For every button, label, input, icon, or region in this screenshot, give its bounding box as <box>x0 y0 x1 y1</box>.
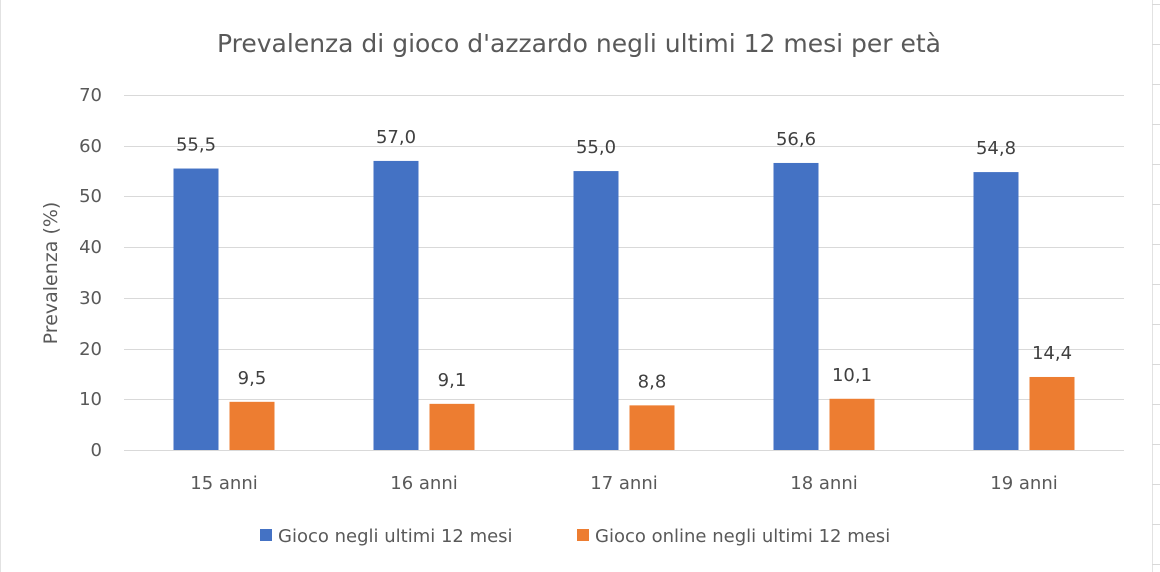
data-label: 9,1 <box>438 370 467 391</box>
gridlines <box>124 95 1124 400</box>
legend-swatch-gioco <box>260 529 272 541</box>
data-label: 55,5 <box>176 135 216 156</box>
y-tick-label: 70 <box>79 85 102 106</box>
data-labels: 55,5 57,0 55,0 56,6 54,8 9,5 9,1 8,8 10,1 14,4 <box>176 127 1072 392</box>
data-label: 14,4 <box>1032 343 1072 364</box>
data-label: 10,1 <box>832 365 872 386</box>
data-label: 55,0 <box>576 137 616 158</box>
data-label: 56,6 <box>776 129 816 150</box>
bar <box>629 405 675 450</box>
bar <box>373 160 419 450</box>
y-tick-label: 30 <box>79 288 102 309</box>
legend: Gioco negli ultimi 12 mesi Gioco online … <box>260 526 890 547</box>
legend-label-gioco-online: Gioco online negli ultimi 12 mesi <box>595 526 890 547</box>
data-label: 9,5 <box>238 368 267 389</box>
y-tick-label: 40 <box>79 237 102 258</box>
x-tick-label: 16 anni <box>390 473 457 494</box>
y-tick-label: 10 <box>79 389 102 410</box>
bar <box>973 172 1019 451</box>
bar <box>573 171 619 451</box>
y-tick-label: 0 <box>91 440 102 461</box>
legend-item-gioco-online: Gioco online negli ultimi 12 mesi <box>577 526 890 547</box>
bar <box>229 401 275 450</box>
y-axis-title: Prevalenza (%) <box>40 202 62 345</box>
bar <box>1029 376 1075 450</box>
bar <box>429 403 475 450</box>
bars <box>173 160 1075 451</box>
y-tick-label: 20 <box>79 339 102 360</box>
x-tick-label: 18 anni <box>790 473 857 494</box>
legend-swatch-gioco-online <box>577 529 589 541</box>
x-tick-label: 15 anni <box>190 473 257 494</box>
x-tick-label: 17 anni <box>590 473 657 494</box>
y-axis-ticks: 0 10 20 30 40 50 60 70 <box>79 85 102 461</box>
bar <box>773 162 819 450</box>
data-label: 57,0 <box>376 127 416 148</box>
legend-label-gioco: Gioco negli ultimi 12 mesi <box>278 526 513 547</box>
y-tick-label: 50 <box>79 186 102 207</box>
x-tick-label: 19 anni <box>990 473 1057 494</box>
data-label: 54,8 <box>976 138 1016 159</box>
bar <box>173 168 219 451</box>
y-tick-label: 60 <box>79 136 102 157</box>
data-label: 8,8 <box>638 371 667 392</box>
chart-title: Prevalenza di gioco d'azzardo negli ulti… <box>217 29 941 58</box>
legend-item-gioco: Gioco negli ultimi 12 mesi <box>260 526 513 547</box>
x-axis-ticks: 15 anni 16 anni 17 anni 18 anni 19 anni <box>190 473 1057 494</box>
bar <box>829 398 875 450</box>
